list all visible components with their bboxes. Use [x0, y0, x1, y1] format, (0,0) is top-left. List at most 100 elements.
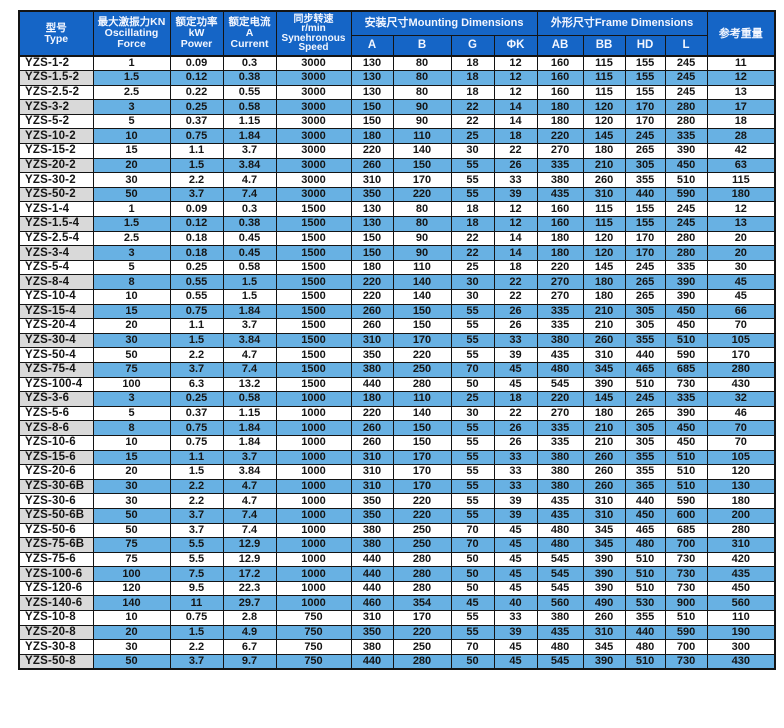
value-cell: 145 [582, 259, 626, 276]
value-cell: 45 [493, 566, 538, 582]
value-cell: 1000 [275, 566, 352, 582]
value-cell: 480 [624, 639, 666, 655]
model-type-cell: YZS-8-6 [18, 420, 94, 436]
value-cell: 1.5 [222, 274, 277, 290]
value-cell: 120 [582, 113, 626, 130]
value-cell: 590 [664, 347, 708, 363]
col-header-l: L [664, 34, 708, 57]
value-cell: 30 [706, 259, 776, 276]
model-type-cell: YZS-10-2 [18, 128, 94, 145]
value-cell: 750 [275, 653, 352, 670]
value-cell: 115 [582, 201, 626, 218]
value-cell: 3.7 [169, 522, 224, 539]
value-cell: 700 [664, 639, 708, 655]
value-cell: 50 [92, 186, 171, 203]
value-cell: 1.84 [222, 434, 277, 451]
value-cell: 355 [624, 449, 666, 466]
table-row: YZS-30-4 30 1.5 3.84 1500 310 170 55 33 380 260 355… [18, 332, 776, 349]
table-row: YZS-20-6 20 1.5 3.84 1000 310 170 55 33 380 260 355… [18, 464, 776, 480]
value-cell: 600 [664, 507, 708, 524]
value-cell: 280 [392, 653, 452, 670]
value-cell: 730 [664, 566, 708, 582]
model-type-cell: YZS-10-8 [18, 610, 94, 626]
header-row-sub: A B G ΦK AB BB HD L [19, 34, 775, 57]
value-cell: 260 [350, 318, 394, 334]
value-cell: 170 [624, 245, 666, 261]
value-cell: 1000 [275, 595, 352, 612]
table-row: YZS-140-6 140 11 29.7 1000 460 354 45 40 560 490 53… [18, 595, 776, 612]
value-cell: 280 [392, 566, 452, 582]
value-cell: 14 [493, 230, 538, 247]
value-cell: 350 [350, 493, 394, 509]
value-cell: 3 [92, 245, 171, 261]
value-cell: 440 [624, 186, 666, 203]
value-cell: 480 [536, 639, 584, 655]
value-cell: 115 [582, 84, 626, 101]
value-cell: 12 [493, 55, 538, 72]
value-cell: 3000 [275, 143, 352, 159]
value-cell: 0.3 [222, 201, 277, 218]
value-cell: 280 [664, 245, 708, 261]
value-cell: 15 [92, 449, 171, 466]
table-row: YZS-5-6 5 0.37 1.15 1000 220 140 30 22 270 180 265 3… [18, 405, 776, 422]
value-cell: 280 [664, 99, 708, 115]
value-cell: 1500 [275, 347, 352, 363]
value-cell: 350 [350, 186, 394, 203]
value-cell: 450 [664, 318, 708, 334]
value-cell: 145 [582, 128, 626, 145]
value-cell: 22 [493, 289, 538, 305]
value-cell: 1.5 [169, 624, 224, 641]
value-cell: 55 [450, 172, 495, 188]
value-cell: 260 [582, 449, 626, 466]
value-cell: 39 [493, 624, 538, 641]
value-cell: 265 [624, 405, 666, 422]
value-cell: 33 [493, 464, 538, 480]
value-cell: 1.84 [222, 303, 277, 320]
value-cell: 80 [392, 70, 452, 86]
value-cell: 55 [450, 464, 495, 480]
value-cell: 140 [392, 289, 452, 305]
value-cell: 250 [392, 361, 452, 378]
value-cell: 2.2 [169, 493, 224, 509]
table-row: YZS-1-4 1 0.09 0.3 1500 130 80 18 12 160 115 155 245… [18, 201, 776, 218]
value-cell: 3.7 [222, 449, 277, 466]
value-cell: 0.75 [169, 128, 224, 145]
table-row: YZS-1.5-2 1.5 0.12 0.38 3000 130 80 18 12 160 115 1… [18, 70, 776, 86]
value-cell: 45 [493, 376, 538, 393]
value-cell: 5 [92, 259, 171, 276]
col-header-g: G [450, 34, 495, 57]
model-type-cell: YZS-1-4 [18, 201, 94, 218]
value-cell: 0.09 [169, 55, 224, 72]
value-cell: 145 [582, 391, 626, 407]
value-cell: 210 [582, 420, 626, 436]
value-cell: 685 [664, 361, 708, 378]
value-cell: 245 [664, 70, 708, 86]
value-cell: 8 [92, 420, 171, 436]
value-cell: 435 [536, 507, 584, 524]
value-cell: 270 [536, 289, 584, 305]
value-cell: 560 [706, 595, 776, 612]
value-cell: 150 [392, 318, 452, 334]
value-cell: 345 [582, 639, 626, 655]
value-cell: 55 [450, 610, 495, 626]
table-row: YZS-50-6B 50 3.7 7.4 1000 350 220 55 39 435 310 450… [18, 507, 776, 524]
model-type-cell: YZS-3-2 [18, 99, 94, 115]
value-cell: 180 [536, 230, 584, 247]
value-cell: 25 [450, 259, 495, 276]
value-cell: 245 [664, 216, 708, 232]
value-cell: 510 [624, 653, 666, 670]
value-cell: 280 [706, 522, 776, 539]
value-cell: 245 [624, 259, 666, 276]
value-cell: 245 [664, 201, 708, 218]
value-cell: 305 [624, 157, 666, 174]
value-cell: 1.15 [222, 405, 277, 422]
value-cell: 3.84 [222, 332, 277, 349]
value-cell: 120 [582, 230, 626, 247]
table-row: YZS-5-2 5 0.37 1.15 3000 150 90 22 14 180 120 170 28… [18, 113, 776, 130]
value-cell: 440 [350, 566, 394, 582]
value-cell: 45 [493, 580, 538, 597]
value-cell: 390 [582, 376, 626, 393]
value-cell: 12 [493, 84, 538, 101]
model-type-cell: YZS-30-6B [18, 478, 94, 495]
value-cell: 245 [664, 84, 708, 101]
